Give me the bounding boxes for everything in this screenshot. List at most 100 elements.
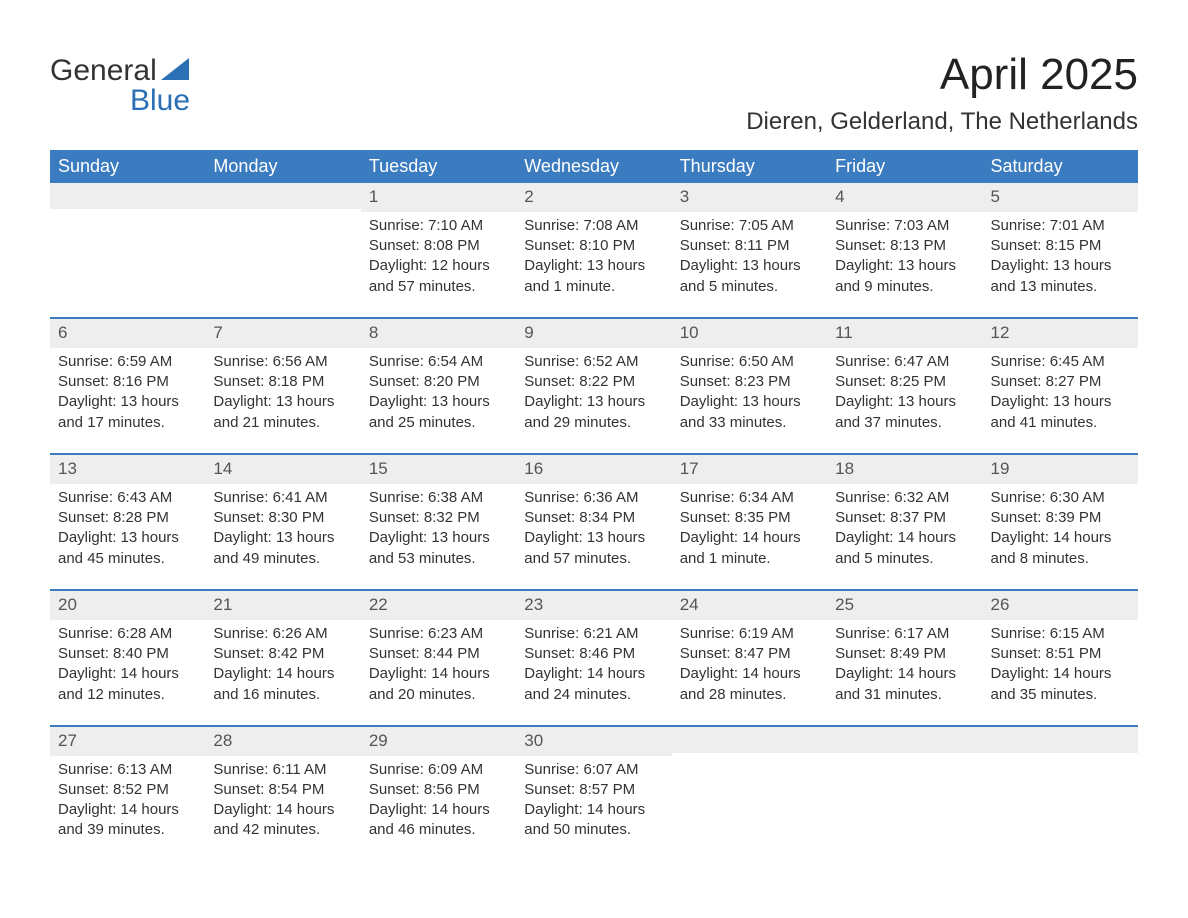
sunset-text: Sunset: 8:44 PM (369, 644, 508, 664)
day-cell: 14Sunrise: 6:41 AMSunset: 8:30 PMDayligh… (205, 455, 360, 579)
day-number: 21 (205, 591, 360, 620)
day-body: Sunrise: 6:13 AMSunset: 8:52 PMDaylight:… (50, 756, 205, 851)
day-body: Sunrise: 6:45 AMSunset: 8:27 PMDaylight:… (983, 348, 1138, 443)
day-cell: 5Sunrise: 7:01 AMSunset: 8:15 PMDaylight… (983, 183, 1138, 307)
day-number (983, 727, 1138, 753)
sunset-text: Sunset: 8:52 PM (58, 780, 197, 800)
page-title: April 2025 (746, 50, 1138, 100)
sunrise-text: Sunrise: 6:43 AM (58, 488, 197, 508)
day-cell: 23Sunrise: 6:21 AMSunset: 8:46 PMDayligh… (516, 591, 671, 715)
daylight-text: Daylight: 13 hours and 29 minutes. (524, 392, 663, 433)
weekday-label: Thursday (672, 150, 827, 183)
daylight-text: Daylight: 14 hours and 16 minutes. (213, 664, 352, 705)
daylight-text: Daylight: 13 hours and 33 minutes. (680, 392, 819, 433)
sunset-text: Sunset: 8:46 PM (524, 644, 663, 664)
day-cell: 4Sunrise: 7:03 AMSunset: 8:13 PMDaylight… (827, 183, 982, 307)
day-body: Sunrise: 6:26 AMSunset: 8:42 PMDaylight:… (205, 620, 360, 715)
day-body: Sunrise: 7:08 AMSunset: 8:10 PMDaylight:… (516, 212, 671, 307)
day-body: Sunrise: 6:30 AMSunset: 8:39 PMDaylight:… (983, 484, 1138, 579)
sunset-text: Sunset: 8:42 PM (213, 644, 352, 664)
sunset-text: Sunset: 8:32 PM (369, 508, 508, 528)
day-body: Sunrise: 6:09 AMSunset: 8:56 PMDaylight:… (361, 756, 516, 851)
day-body: Sunrise: 6:32 AMSunset: 8:37 PMDaylight:… (827, 484, 982, 579)
day-number: 7 (205, 319, 360, 348)
daylight-text: Daylight: 13 hours and 41 minutes. (991, 392, 1130, 433)
day-number: 10 (672, 319, 827, 348)
sunset-text: Sunset: 8:51 PM (991, 644, 1130, 664)
day-number: 3 (672, 183, 827, 212)
day-cell: 25Sunrise: 6:17 AMSunset: 8:49 PMDayligh… (827, 591, 982, 715)
day-number: 15 (361, 455, 516, 484)
sunset-text: Sunset: 8:23 PM (680, 372, 819, 392)
day-cell: 28Sunrise: 6:11 AMSunset: 8:54 PMDayligh… (205, 727, 360, 851)
sunrise-text: Sunrise: 6:17 AM (835, 624, 974, 644)
daylight-text: Daylight: 14 hours and 28 minutes. (680, 664, 819, 705)
daylight-text: Daylight: 14 hours and 31 minutes. (835, 664, 974, 705)
day-body: Sunrise: 7:10 AMSunset: 8:08 PMDaylight:… (361, 212, 516, 307)
week-row: 6Sunrise: 6:59 AMSunset: 8:16 PMDaylight… (50, 317, 1138, 443)
day-body: Sunrise: 6:11 AMSunset: 8:54 PMDaylight:… (205, 756, 360, 851)
sunrise-text: Sunrise: 6:28 AM (58, 624, 197, 644)
day-number: 26 (983, 591, 1138, 620)
day-cell: 13Sunrise: 6:43 AMSunset: 8:28 PMDayligh… (50, 455, 205, 579)
sunset-text: Sunset: 8:54 PM (213, 780, 352, 800)
day-body: Sunrise: 6:34 AMSunset: 8:35 PMDaylight:… (672, 484, 827, 579)
sunset-text: Sunset: 8:25 PM (835, 372, 974, 392)
day-body: Sunrise: 7:05 AMSunset: 8:11 PMDaylight:… (672, 212, 827, 307)
weekday-label: Sunday (50, 150, 205, 183)
day-body: Sunrise: 6:41 AMSunset: 8:30 PMDaylight:… (205, 484, 360, 579)
sunset-text: Sunset: 8:39 PM (991, 508, 1130, 528)
week-row: 20Sunrise: 6:28 AMSunset: 8:40 PMDayligh… (50, 589, 1138, 715)
sunrise-text: Sunrise: 6:32 AM (835, 488, 974, 508)
day-body: Sunrise: 6:43 AMSunset: 8:28 PMDaylight:… (50, 484, 205, 579)
day-body: Sunrise: 7:03 AMSunset: 8:13 PMDaylight:… (827, 212, 982, 307)
day-number: 24 (672, 591, 827, 620)
day-cell (672, 727, 827, 851)
day-number: 12 (983, 319, 1138, 348)
day-number: 28 (205, 727, 360, 756)
day-cell: 17Sunrise: 6:34 AMSunset: 8:35 PMDayligh… (672, 455, 827, 579)
day-cell: 29Sunrise: 6:09 AMSunset: 8:56 PMDayligh… (361, 727, 516, 851)
sunrise-text: Sunrise: 7:05 AM (680, 216, 819, 236)
day-number: 17 (672, 455, 827, 484)
day-number (672, 727, 827, 753)
day-body: Sunrise: 6:52 AMSunset: 8:22 PMDaylight:… (516, 348, 671, 443)
logo: General Blue (50, 50, 190, 116)
sunrise-text: Sunrise: 6:50 AM (680, 352, 819, 372)
day-number: 25 (827, 591, 982, 620)
title-block: April 2025 Dieren, Gelderland, The Nethe… (746, 50, 1138, 136)
daylight-text: Daylight: 13 hours and 1 minute. (524, 256, 663, 297)
daylight-text: Daylight: 13 hours and 49 minutes. (213, 528, 352, 569)
day-number: 16 (516, 455, 671, 484)
day-number (827, 727, 982, 753)
daylight-text: Daylight: 14 hours and 46 minutes. (369, 800, 508, 841)
day-cell: 27Sunrise: 6:13 AMSunset: 8:52 PMDayligh… (50, 727, 205, 851)
sunset-text: Sunset: 8:56 PM (369, 780, 508, 800)
day-cell: 20Sunrise: 6:28 AMSunset: 8:40 PMDayligh… (50, 591, 205, 715)
day-number: 20 (50, 591, 205, 620)
day-cell: 30Sunrise: 6:07 AMSunset: 8:57 PMDayligh… (516, 727, 671, 851)
sunset-text: Sunset: 8:49 PM (835, 644, 974, 664)
day-cell: 26Sunrise: 6:15 AMSunset: 8:51 PMDayligh… (983, 591, 1138, 715)
sunrise-text: Sunrise: 6:47 AM (835, 352, 974, 372)
sunrise-text: Sunrise: 6:21 AM (524, 624, 663, 644)
daylight-text: Daylight: 14 hours and 20 minutes. (369, 664, 508, 705)
day-cell: 6Sunrise: 6:59 AMSunset: 8:16 PMDaylight… (50, 319, 205, 443)
page-subtitle: Dieren, Gelderland, The Netherlands (746, 108, 1138, 136)
day-cell: 8Sunrise: 6:54 AMSunset: 8:20 PMDaylight… (361, 319, 516, 443)
daylight-text: Daylight: 13 hours and 25 minutes. (369, 392, 508, 433)
sunrise-text: Sunrise: 6:26 AM (213, 624, 352, 644)
sunrise-text: Sunrise: 6:45 AM (991, 352, 1130, 372)
day-body: Sunrise: 6:17 AMSunset: 8:49 PMDaylight:… (827, 620, 982, 715)
sunrise-text: Sunrise: 6:07 AM (524, 760, 663, 780)
daylight-text: Daylight: 13 hours and 53 minutes. (369, 528, 508, 569)
sunset-text: Sunset: 8:47 PM (680, 644, 819, 664)
sunrise-text: Sunrise: 6:41 AM (213, 488, 352, 508)
day-cell (50, 183, 205, 307)
sunrise-text: Sunrise: 6:34 AM (680, 488, 819, 508)
daylight-text: Daylight: 12 hours and 57 minutes. (369, 256, 508, 297)
daylight-text: Daylight: 14 hours and 24 minutes. (524, 664, 663, 705)
sunset-text: Sunset: 8:15 PM (991, 236, 1130, 256)
sunset-text: Sunset: 8:18 PM (213, 372, 352, 392)
day-body (205, 209, 360, 223)
